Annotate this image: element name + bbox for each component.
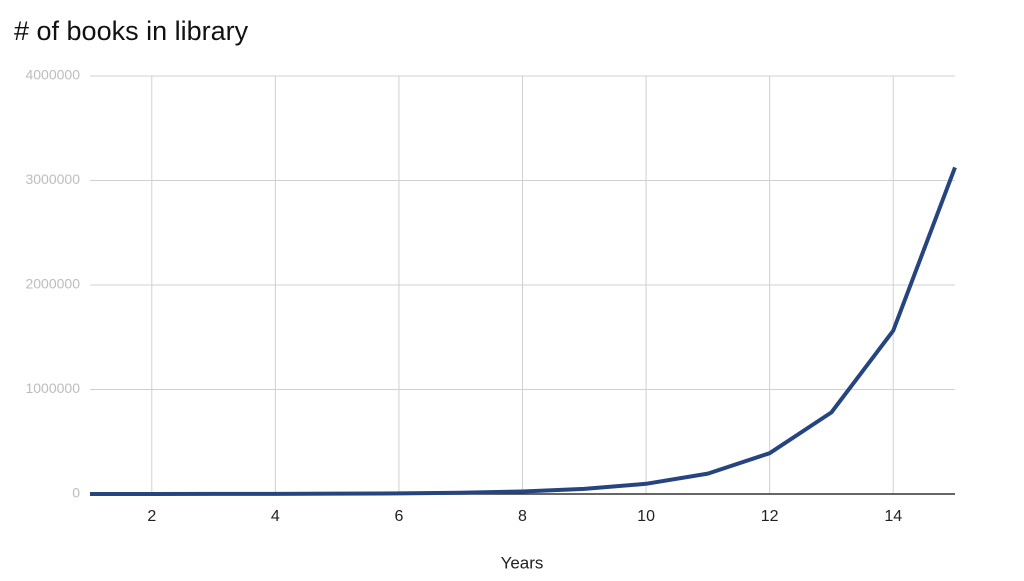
x-tick-label: 4 — [271, 508, 280, 525]
x-axis-label: Years — [501, 553, 544, 572]
x-tick-label: 6 — [394, 508, 403, 525]
x-tick-label: 2 — [147, 508, 156, 525]
y-tick-label: 1000000 — [25, 380, 80, 396]
x-tick-label: 8 — [518, 508, 527, 525]
y-tick-label: 3000000 — [25, 171, 80, 187]
y-tick-label: 4000000 — [25, 67, 80, 83]
y-tick-label: 0 — [72, 485, 80, 501]
x-tick-label: 14 — [884, 508, 902, 525]
x-tick-label: 10 — [637, 508, 655, 525]
x-tick-label: 12 — [761, 508, 779, 525]
data-line — [89, 166, 957, 496]
y-tick-label: 2000000 — [25, 276, 80, 292]
chart-title: # of books in library — [14, 16, 249, 46]
